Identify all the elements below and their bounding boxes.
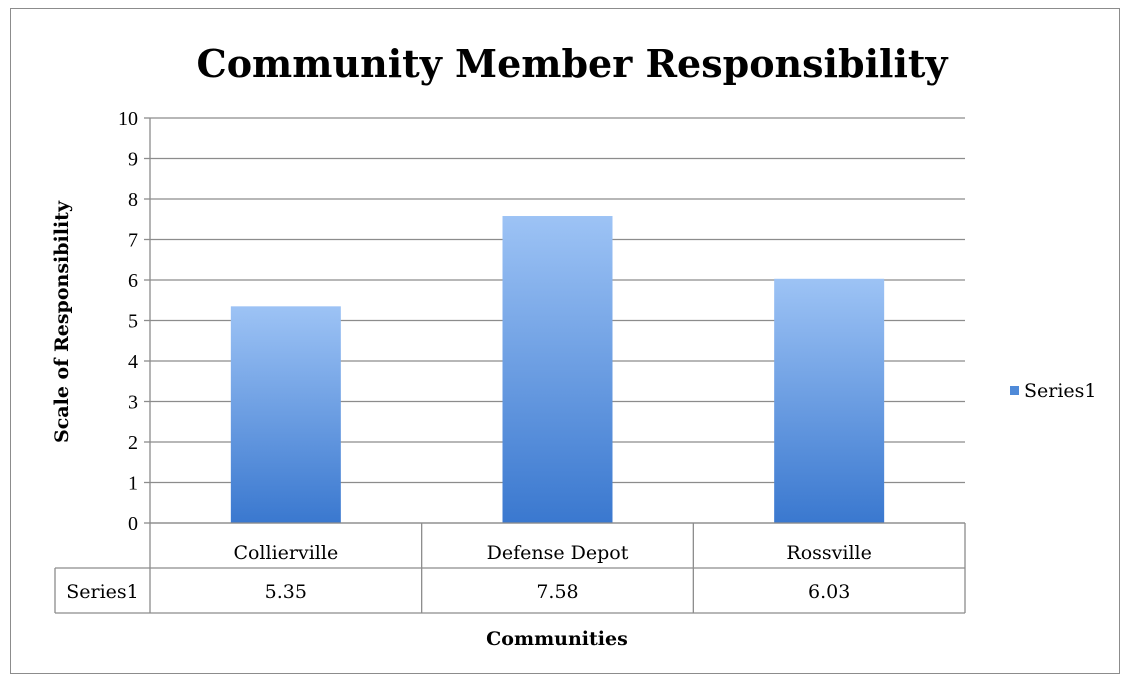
y-tick-label: 3	[128, 392, 138, 414]
y-tick-label: 0	[128, 513, 138, 535]
table-value: 6.03	[808, 581, 850, 603]
y-tick-label: 2	[128, 432, 138, 454]
y-axis-label: Scale of Responsibility	[51, 200, 73, 443]
table-value: 7.58	[536, 581, 578, 603]
table-value: 5.35	[265, 581, 307, 603]
x-axis-label: Communities	[486, 628, 628, 650]
category-label: Rossville	[786, 542, 871, 564]
legend-swatch	[1010, 386, 1019, 395]
y-tick-label: 9	[128, 149, 138, 171]
category-label: Defense Depot	[487, 542, 629, 564]
y-tick-label: 6	[128, 270, 138, 292]
y-tick-label: 7	[128, 230, 138, 252]
y-tick-label: 1	[128, 473, 138, 495]
chart-title: Community Member Responsibility	[196, 41, 948, 86]
bar	[774, 278, 885, 523]
bar	[502, 216, 613, 523]
y-tick-label: 10	[118, 108, 138, 130]
bar	[230, 306, 341, 523]
legend: Series1	[1010, 380, 1097, 402]
category-label: Collierville	[233, 542, 338, 564]
table-series-name: Series1	[66, 581, 139, 603]
y-tick-label: 4	[128, 351, 138, 373]
y-tick-label: 8	[128, 189, 138, 211]
y-tick-label: 5	[128, 311, 138, 333]
legend-label: Series1	[1024, 380, 1097, 402]
